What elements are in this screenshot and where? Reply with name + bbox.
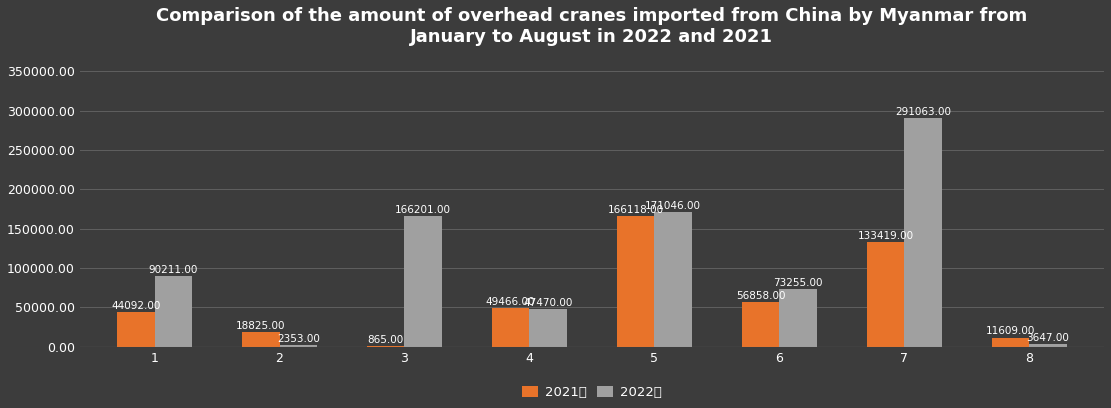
Text: 166118.00: 166118.00 xyxy=(608,205,663,215)
Bar xyxy=(779,289,817,347)
Bar xyxy=(154,276,192,347)
Text: 291063.00: 291063.00 xyxy=(895,106,951,117)
Bar xyxy=(404,216,442,347)
Bar xyxy=(742,302,779,347)
Bar xyxy=(617,216,654,347)
Text: 166201.00: 166201.00 xyxy=(396,205,451,215)
Bar xyxy=(904,118,942,347)
Text: 90211.00: 90211.00 xyxy=(149,265,198,275)
Text: 11609.00: 11609.00 xyxy=(985,326,1035,337)
Text: 2353.00: 2353.00 xyxy=(277,334,320,344)
Text: 171046.00: 171046.00 xyxy=(645,201,701,211)
Text: 44092.00: 44092.00 xyxy=(111,301,161,311)
Bar xyxy=(992,338,1029,347)
Bar xyxy=(492,308,530,347)
Bar xyxy=(867,242,904,347)
Text: 18825.00: 18825.00 xyxy=(236,321,286,331)
Text: 49466.00: 49466.00 xyxy=(486,297,536,307)
Text: 133419.00: 133419.00 xyxy=(858,231,913,241)
Title: Comparison of the amount of overhead cranes imported from China by Myanmar from
: Comparison of the amount of overhead cra… xyxy=(157,7,1028,46)
Text: 3647.00: 3647.00 xyxy=(1027,333,1069,343)
Text: 73255.00: 73255.00 xyxy=(773,278,823,288)
Bar xyxy=(1029,344,1067,347)
Bar xyxy=(654,212,692,347)
Legend: 2021年, 2022年: 2021年, 2022年 xyxy=(517,381,667,404)
Text: 47470.00: 47470.00 xyxy=(523,298,573,308)
Bar xyxy=(242,332,280,347)
Text: 56858.00: 56858.00 xyxy=(735,291,785,301)
Bar xyxy=(530,309,567,347)
Bar xyxy=(280,345,317,347)
Text: 865.00: 865.00 xyxy=(368,335,404,345)
Bar xyxy=(117,312,154,347)
Bar xyxy=(367,346,404,347)
